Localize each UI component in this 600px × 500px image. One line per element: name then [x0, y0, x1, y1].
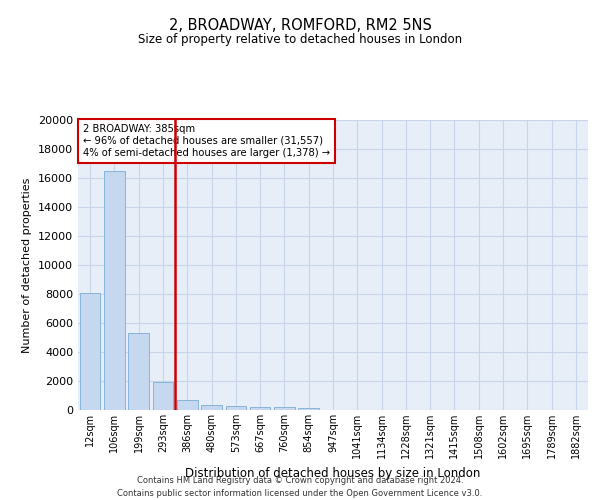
Bar [80, 292, 100, 410]
Bar [104, 171, 125, 410]
Bar [128, 333, 149, 410]
Text: 2, BROADWAY, ROMFORD, RM2 5NS: 2, BROADWAY, ROMFORD, RM2 5NS [169, 18, 431, 32]
Text: Size of property relative to detached houses in London: Size of property relative to detached ho… [138, 32, 462, 46]
Bar [226, 406, 246, 410]
X-axis label: Distribution of detached houses by size in London: Distribution of detached houses by size … [185, 466, 481, 479]
Text: Contains HM Land Registry data © Crown copyright and database right 2024.
Contai: Contains HM Land Registry data © Crown c… [118, 476, 482, 498]
Y-axis label: Number of detached properties: Number of detached properties [22, 178, 32, 352]
Bar [298, 408, 319, 410]
Bar [177, 400, 197, 410]
Text: 2 BROADWAY: 385sqm
← 96% of detached houses are smaller (31,557)
4% of semi-deta: 2 BROADWAY: 385sqm ← 96% of detached hou… [83, 124, 330, 158]
Bar [250, 406, 271, 410]
Bar [201, 405, 222, 410]
Bar [152, 382, 173, 410]
Bar [274, 407, 295, 410]
